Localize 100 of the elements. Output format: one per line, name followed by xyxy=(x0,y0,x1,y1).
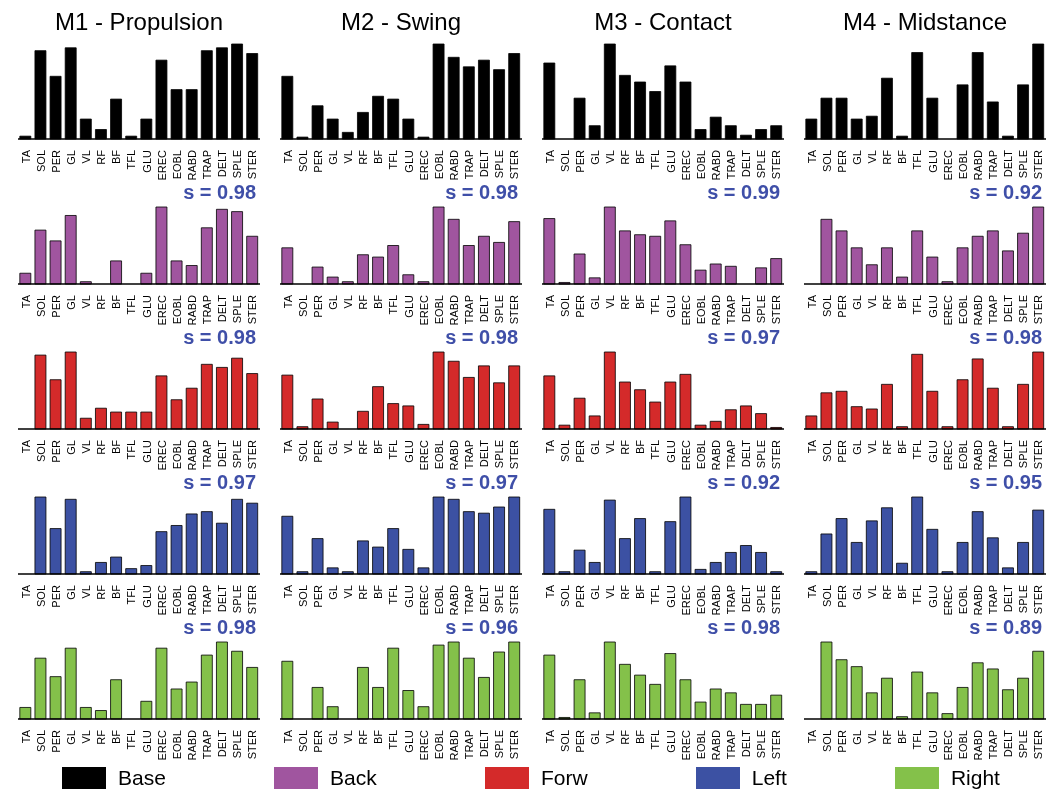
chart-title: M1 - Propulsion xyxy=(53,8,225,36)
x-tick-label: TRAP xyxy=(463,585,476,615)
x-tick-label: VL xyxy=(604,150,617,164)
x-tick-label: SOL xyxy=(296,585,309,608)
x-tick-label: TA xyxy=(281,294,294,309)
x-tick-label: PER xyxy=(49,294,62,318)
x-tick-label: TA xyxy=(19,439,32,454)
x-tick-label: SOL xyxy=(820,295,833,318)
x-tick-label: EREC xyxy=(679,294,692,326)
x-tick-label: TA xyxy=(805,439,818,454)
text: s = 0.98 xyxy=(445,326,518,349)
x-tick-label: TFL xyxy=(911,585,924,605)
x-tick-label: SOL xyxy=(820,730,833,753)
text: s = 0.98 xyxy=(445,181,518,204)
x-tick-label: SPLE xyxy=(755,295,768,324)
legend-label: Back xyxy=(330,765,377,791)
x-tick-label: BF xyxy=(634,729,647,745)
x-tick-label: GLU xyxy=(402,729,415,753)
x-tick-label: STER xyxy=(1032,439,1045,470)
x-tick-label: PER xyxy=(835,584,848,608)
x-tick-label: DELT xyxy=(478,149,491,178)
x-tick-label: TFL xyxy=(387,440,400,460)
x-tick-label: TA xyxy=(543,294,556,309)
x-tick-label: TA xyxy=(19,149,32,164)
x-tick-label: EOBL xyxy=(432,295,445,325)
x-tick-label: EREC xyxy=(417,729,430,761)
x-tick-label: GLU xyxy=(402,149,415,173)
chart-title: M2 - Swing xyxy=(339,8,462,36)
x-tick-label: RF xyxy=(357,294,370,310)
x-tick-label: STER xyxy=(246,729,259,760)
x-tick-label: DELT xyxy=(478,294,491,323)
x-tick-label: RF xyxy=(95,439,108,455)
x-tick-label: SOL xyxy=(34,585,47,608)
x-tick-label: RABD xyxy=(709,294,722,326)
x-tick-label: BF xyxy=(372,149,385,165)
x-tick-label: PER xyxy=(573,294,586,318)
x-tick-label: PER xyxy=(311,439,324,463)
x-tick-label: RF xyxy=(881,294,894,310)
legend-label: Forw xyxy=(540,765,588,791)
x-tick-label: EOBL xyxy=(432,730,445,760)
x-tick-label: TFL xyxy=(649,730,662,750)
x-tick-label: RABD xyxy=(447,149,460,181)
x-tick-label: DELT xyxy=(216,584,229,613)
x-tick-label: DELT xyxy=(740,584,753,613)
x-tick-label: EOBL xyxy=(170,150,183,180)
x-tick-label: TA xyxy=(805,584,818,599)
x-tick-label: SPLE xyxy=(755,440,768,469)
x-tick-label: VL xyxy=(604,730,617,744)
x-tick-label: EREC xyxy=(679,729,692,761)
x-tick-label: SOL xyxy=(296,440,309,463)
x-tick-label: GL xyxy=(64,150,77,165)
x-tick-label: GL xyxy=(850,295,863,310)
chart-title: M4 - Midstance xyxy=(841,8,1009,36)
x-tick-label: SPLE xyxy=(1017,730,1030,759)
x-tick-label: TA xyxy=(19,584,32,599)
x-tick-label: GLU xyxy=(664,584,677,608)
x-tick-label: SOL xyxy=(820,150,833,173)
x-tick-label: VL xyxy=(342,440,355,454)
x-tick-label: BF xyxy=(896,729,909,745)
x-tick-label: TFL xyxy=(911,440,924,460)
x-tick-label: RABD xyxy=(971,149,984,181)
x-tick-label: TFL xyxy=(911,150,924,170)
x-tick-label: GLU xyxy=(926,584,939,608)
x-tick-label: SPLE xyxy=(493,440,506,469)
x-tick-label: EOBL xyxy=(694,585,707,615)
x-tick-label: PER xyxy=(573,439,586,463)
x-tick-label: GL xyxy=(588,150,601,165)
legend-label: Base xyxy=(118,765,166,791)
x-tick-label: PER xyxy=(835,439,848,463)
x-tick-label: EREC xyxy=(155,729,168,761)
x-tick-label: TRAP xyxy=(463,150,476,180)
x-tick-label: STER xyxy=(246,439,259,470)
x-tick-label: EOBL xyxy=(170,730,183,760)
x-tick-label: GLU xyxy=(140,729,153,753)
x-tick-label: BF xyxy=(110,294,123,310)
text: s = 0.95 xyxy=(969,471,1042,494)
x-tick-label: PER xyxy=(835,729,848,753)
x-tick-label: RABD xyxy=(185,439,198,471)
x-tick-label: GL xyxy=(326,150,339,165)
x-tick-label: STER xyxy=(246,149,259,180)
x-tick-label: TFL xyxy=(911,730,924,750)
x-tick-label: SOL xyxy=(558,585,571,608)
x-tick-label: TRAP xyxy=(201,440,214,470)
x-tick-label: TFL xyxy=(125,585,138,605)
x-tick-label: BF xyxy=(634,149,647,165)
x-tick-label: SPLE xyxy=(493,150,506,179)
x-tick-label: EOBL xyxy=(432,440,445,470)
text: s = 0.97 xyxy=(183,471,256,494)
x-tick-label: EOBL xyxy=(956,730,969,760)
x-tick-label: SOL xyxy=(34,295,47,318)
x-tick-label: BF xyxy=(110,729,123,745)
text: s = 0.89 xyxy=(969,616,1042,639)
x-tick-label: SOL xyxy=(558,150,571,173)
x-tick-label: SOL xyxy=(34,730,47,753)
x-tick-label: SOL xyxy=(296,295,309,318)
x-tick-label: RABD xyxy=(709,149,722,181)
x-tick-label: EOBL xyxy=(694,150,707,180)
x-tick-label: DELT xyxy=(1002,584,1015,613)
x-tick-label: SPLE xyxy=(493,730,506,759)
x-tick-label: BF xyxy=(896,584,909,600)
